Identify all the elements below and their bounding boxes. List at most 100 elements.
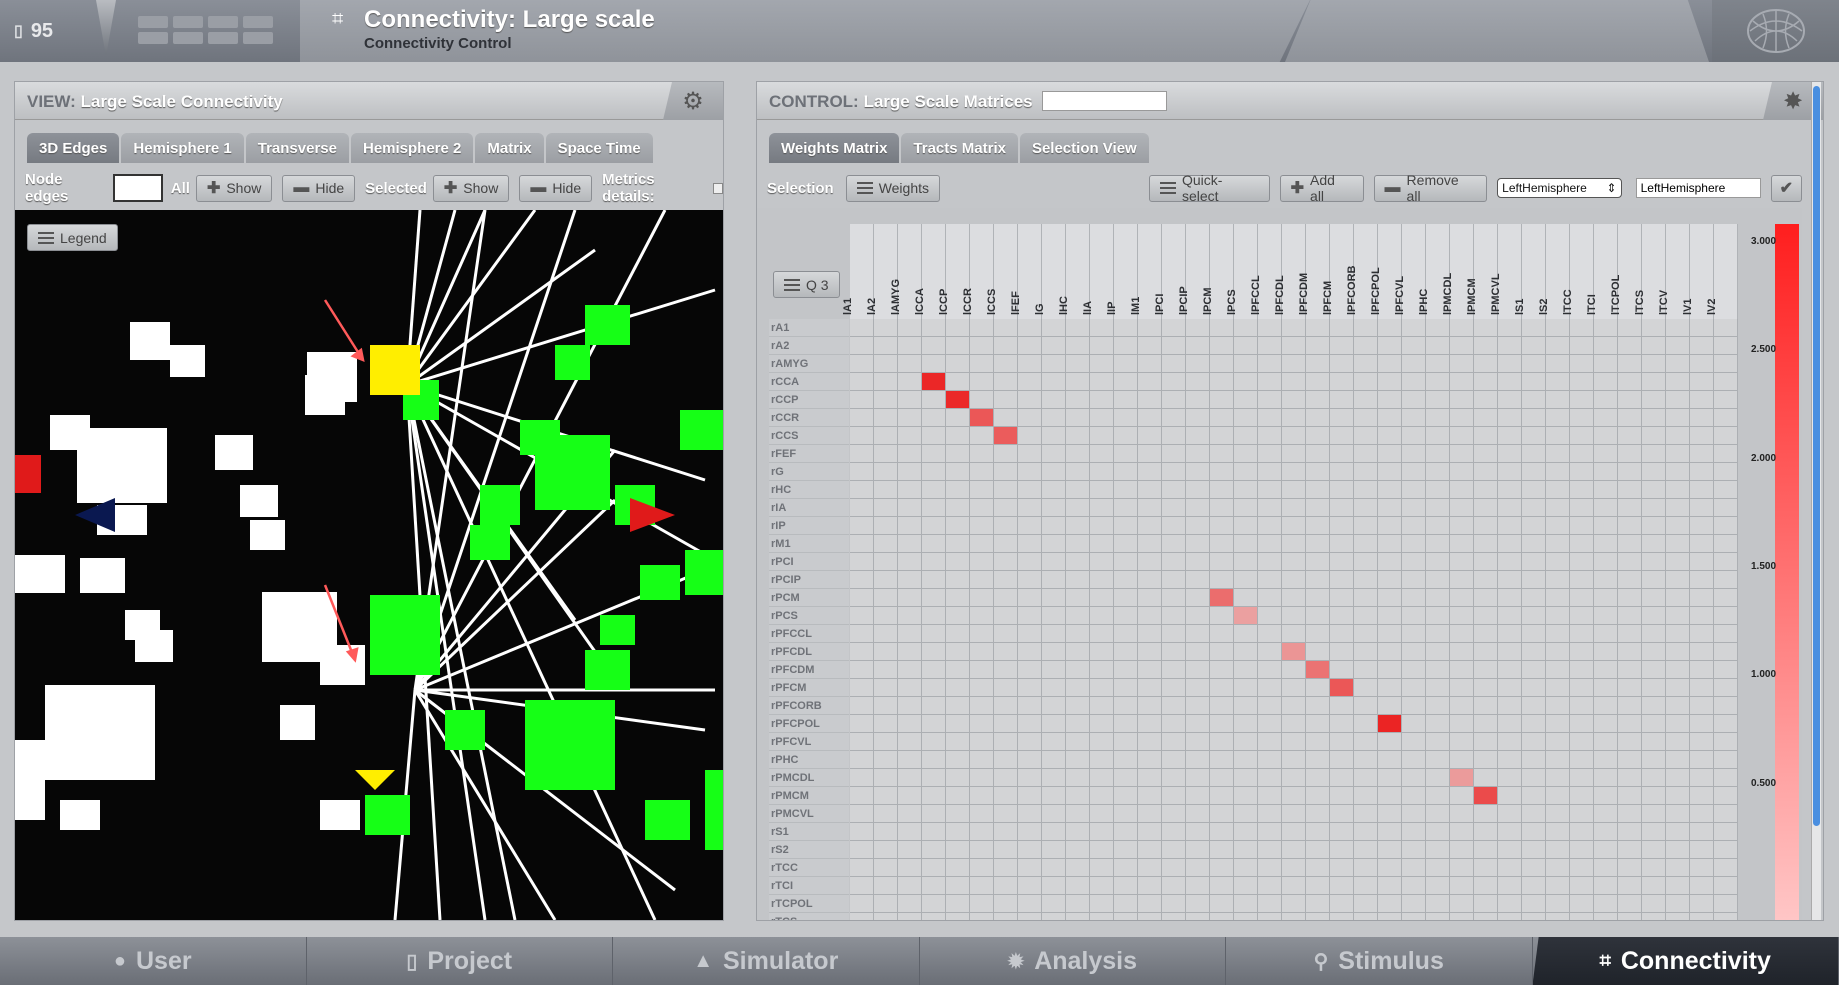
matrix-cell[interactable] — [1402, 517, 1426, 535]
matrix-cell[interactable] — [1594, 571, 1618, 589]
matrix-cell[interactable] — [1066, 787, 1090, 805]
matrix-cell[interactable] — [1258, 823, 1282, 841]
matrix-cell[interactable] — [1042, 373, 1066, 391]
matrix-cell[interactable] — [1378, 391, 1402, 409]
matrix-cell[interactable] — [1666, 805, 1690, 823]
matrix-cell[interactable] — [1426, 787, 1450, 805]
show-all-button[interactable]: ✚ Show — [195, 174, 273, 202]
matrix-cell[interactable] — [1450, 373, 1474, 391]
matrix-cell[interactable] — [1330, 355, 1354, 373]
matrix-cell[interactable] — [1114, 751, 1138, 769]
matrix-cell[interactable] — [1594, 553, 1618, 571]
matrix-cell[interactable] — [1186, 787, 1210, 805]
matrix-cell[interactable] — [1282, 787, 1306, 805]
matrix-cell[interactable] — [1474, 409, 1498, 427]
matrix-cell[interactable] — [1498, 895, 1522, 913]
matrix-cell[interactable] — [1714, 517, 1738, 535]
matrix-cell[interactable] — [1402, 481, 1426, 499]
matrix-cell[interactable] — [1354, 841, 1378, 859]
matrix-cell[interactable] — [1258, 913, 1282, 920]
matrix-cell[interactable] — [1378, 481, 1402, 499]
matrix-cell[interactable] — [1330, 805, 1354, 823]
matrix-cell[interactable] — [1378, 697, 1402, 715]
matrix-cell[interactable] — [1306, 409, 1330, 427]
matrix-cell[interactable] — [1714, 589, 1738, 607]
matrix-cell[interactable] — [1666, 895, 1690, 913]
matrix-cell[interactable] — [1210, 625, 1234, 643]
matrix-cell[interactable] — [1210, 481, 1234, 499]
matrix-cell[interactable] — [1138, 895, 1162, 913]
matrix-cell[interactable] — [1282, 535, 1306, 553]
matrix-cell[interactable] — [1090, 535, 1114, 553]
matrix-cell[interactable] — [1042, 643, 1066, 661]
matrix-cell[interactable] — [1450, 877, 1474, 895]
matrix-cell[interactable] — [1330, 391, 1354, 409]
3d-connectivity-canvas[interactable]: Legend — [15, 210, 723, 920]
matrix-cell[interactable] — [1642, 391, 1666, 409]
matrix-cell[interactable] — [1666, 679, 1690, 697]
matrix-cell[interactable] — [1474, 787, 1498, 805]
row-header[interactable]: rIP — [769, 517, 849, 535]
matrix-cell[interactable] — [1690, 517, 1714, 535]
matrix-cell[interactable] — [1234, 697, 1258, 715]
matrix-cell[interactable] — [1618, 517, 1642, 535]
matrix-cell[interactable] — [1714, 805, 1738, 823]
matrix-cell[interactable] — [1186, 625, 1210, 643]
matrix-cell[interactable] — [1138, 391, 1162, 409]
matrix-cell[interactable] — [1594, 859, 1618, 877]
matrix-cell[interactable] — [1570, 499, 1594, 517]
matrix-cell[interactable] — [1474, 589, 1498, 607]
matrix-cell[interactable] — [1570, 391, 1594, 409]
matrix-cell[interactable] — [1066, 355, 1090, 373]
matrix-cell[interactable] — [1042, 607, 1066, 625]
matrix-cell[interactable] — [898, 643, 922, 661]
matrix-cell[interactable] — [1282, 697, 1306, 715]
matrix-cell[interactable] — [1474, 697, 1498, 715]
matrix-cell[interactable] — [1354, 373, 1378, 391]
matrix-cell[interactable] — [1090, 787, 1114, 805]
row-header[interactable]: rS2 — [769, 841, 849, 859]
column-header[interactable]: lPFCDM — [1298, 224, 1330, 319]
matrix-cell[interactable] — [1450, 859, 1474, 877]
matrix-cell[interactable] — [1042, 805, 1066, 823]
matrix-cell[interactable] — [1018, 517, 1042, 535]
matrix-cell[interactable] — [970, 733, 994, 751]
matrix-cell[interactable] — [1378, 373, 1402, 391]
matrix-cell[interactable] — [1714, 715, 1738, 733]
matrix-cell[interactable] — [1522, 769, 1546, 787]
matrix-cell[interactable] — [898, 499, 922, 517]
matrix-cell[interactable] — [1210, 877, 1234, 895]
matrix-cell[interactable] — [1450, 679, 1474, 697]
matrix-cell[interactable] — [1642, 805, 1666, 823]
matrix-cell[interactable] — [1138, 463, 1162, 481]
matrix-cell[interactable] — [1378, 427, 1402, 445]
matrix-cell[interactable] — [1570, 481, 1594, 499]
matrix-cell[interactable] — [1186, 841, 1210, 859]
matrix-cell[interactable] — [994, 733, 1018, 751]
matrix-cell[interactable] — [970, 805, 994, 823]
matrix-cell[interactable] — [1042, 913, 1066, 920]
matrix-cell[interactable] — [1042, 337, 1066, 355]
matrix-cell[interactable] — [922, 463, 946, 481]
matrix-cell[interactable] — [994, 409, 1018, 427]
matrix-cell[interactable] — [1642, 517, 1666, 535]
matrix-cell[interactable] — [1018, 427, 1042, 445]
matrix-cell[interactable] — [1498, 571, 1522, 589]
matrix-cell[interactable] — [1090, 823, 1114, 841]
matrix-cell[interactable] — [1666, 823, 1690, 841]
matrix-cell[interactable] — [1426, 697, 1450, 715]
matrix-cell[interactable] — [898, 535, 922, 553]
matrix-cell[interactable] — [1450, 499, 1474, 517]
matrix-cell[interactable] — [946, 787, 970, 805]
matrix-cell[interactable] — [946, 553, 970, 571]
matrix-cell[interactable] — [1306, 697, 1330, 715]
matrix-cell[interactable] — [1210, 571, 1234, 589]
matrix-cell[interactable] — [1474, 553, 1498, 571]
matrix-cell[interactable] — [946, 751, 970, 769]
matrix-cell[interactable] — [1114, 319, 1138, 337]
matrix-cell[interactable] — [1234, 625, 1258, 643]
matrix-cell[interactable] — [922, 571, 946, 589]
matrix-cell[interactable] — [922, 841, 946, 859]
matrix-cell[interactable] — [1186, 913, 1210, 920]
matrix-cell[interactable] — [1042, 787, 1066, 805]
